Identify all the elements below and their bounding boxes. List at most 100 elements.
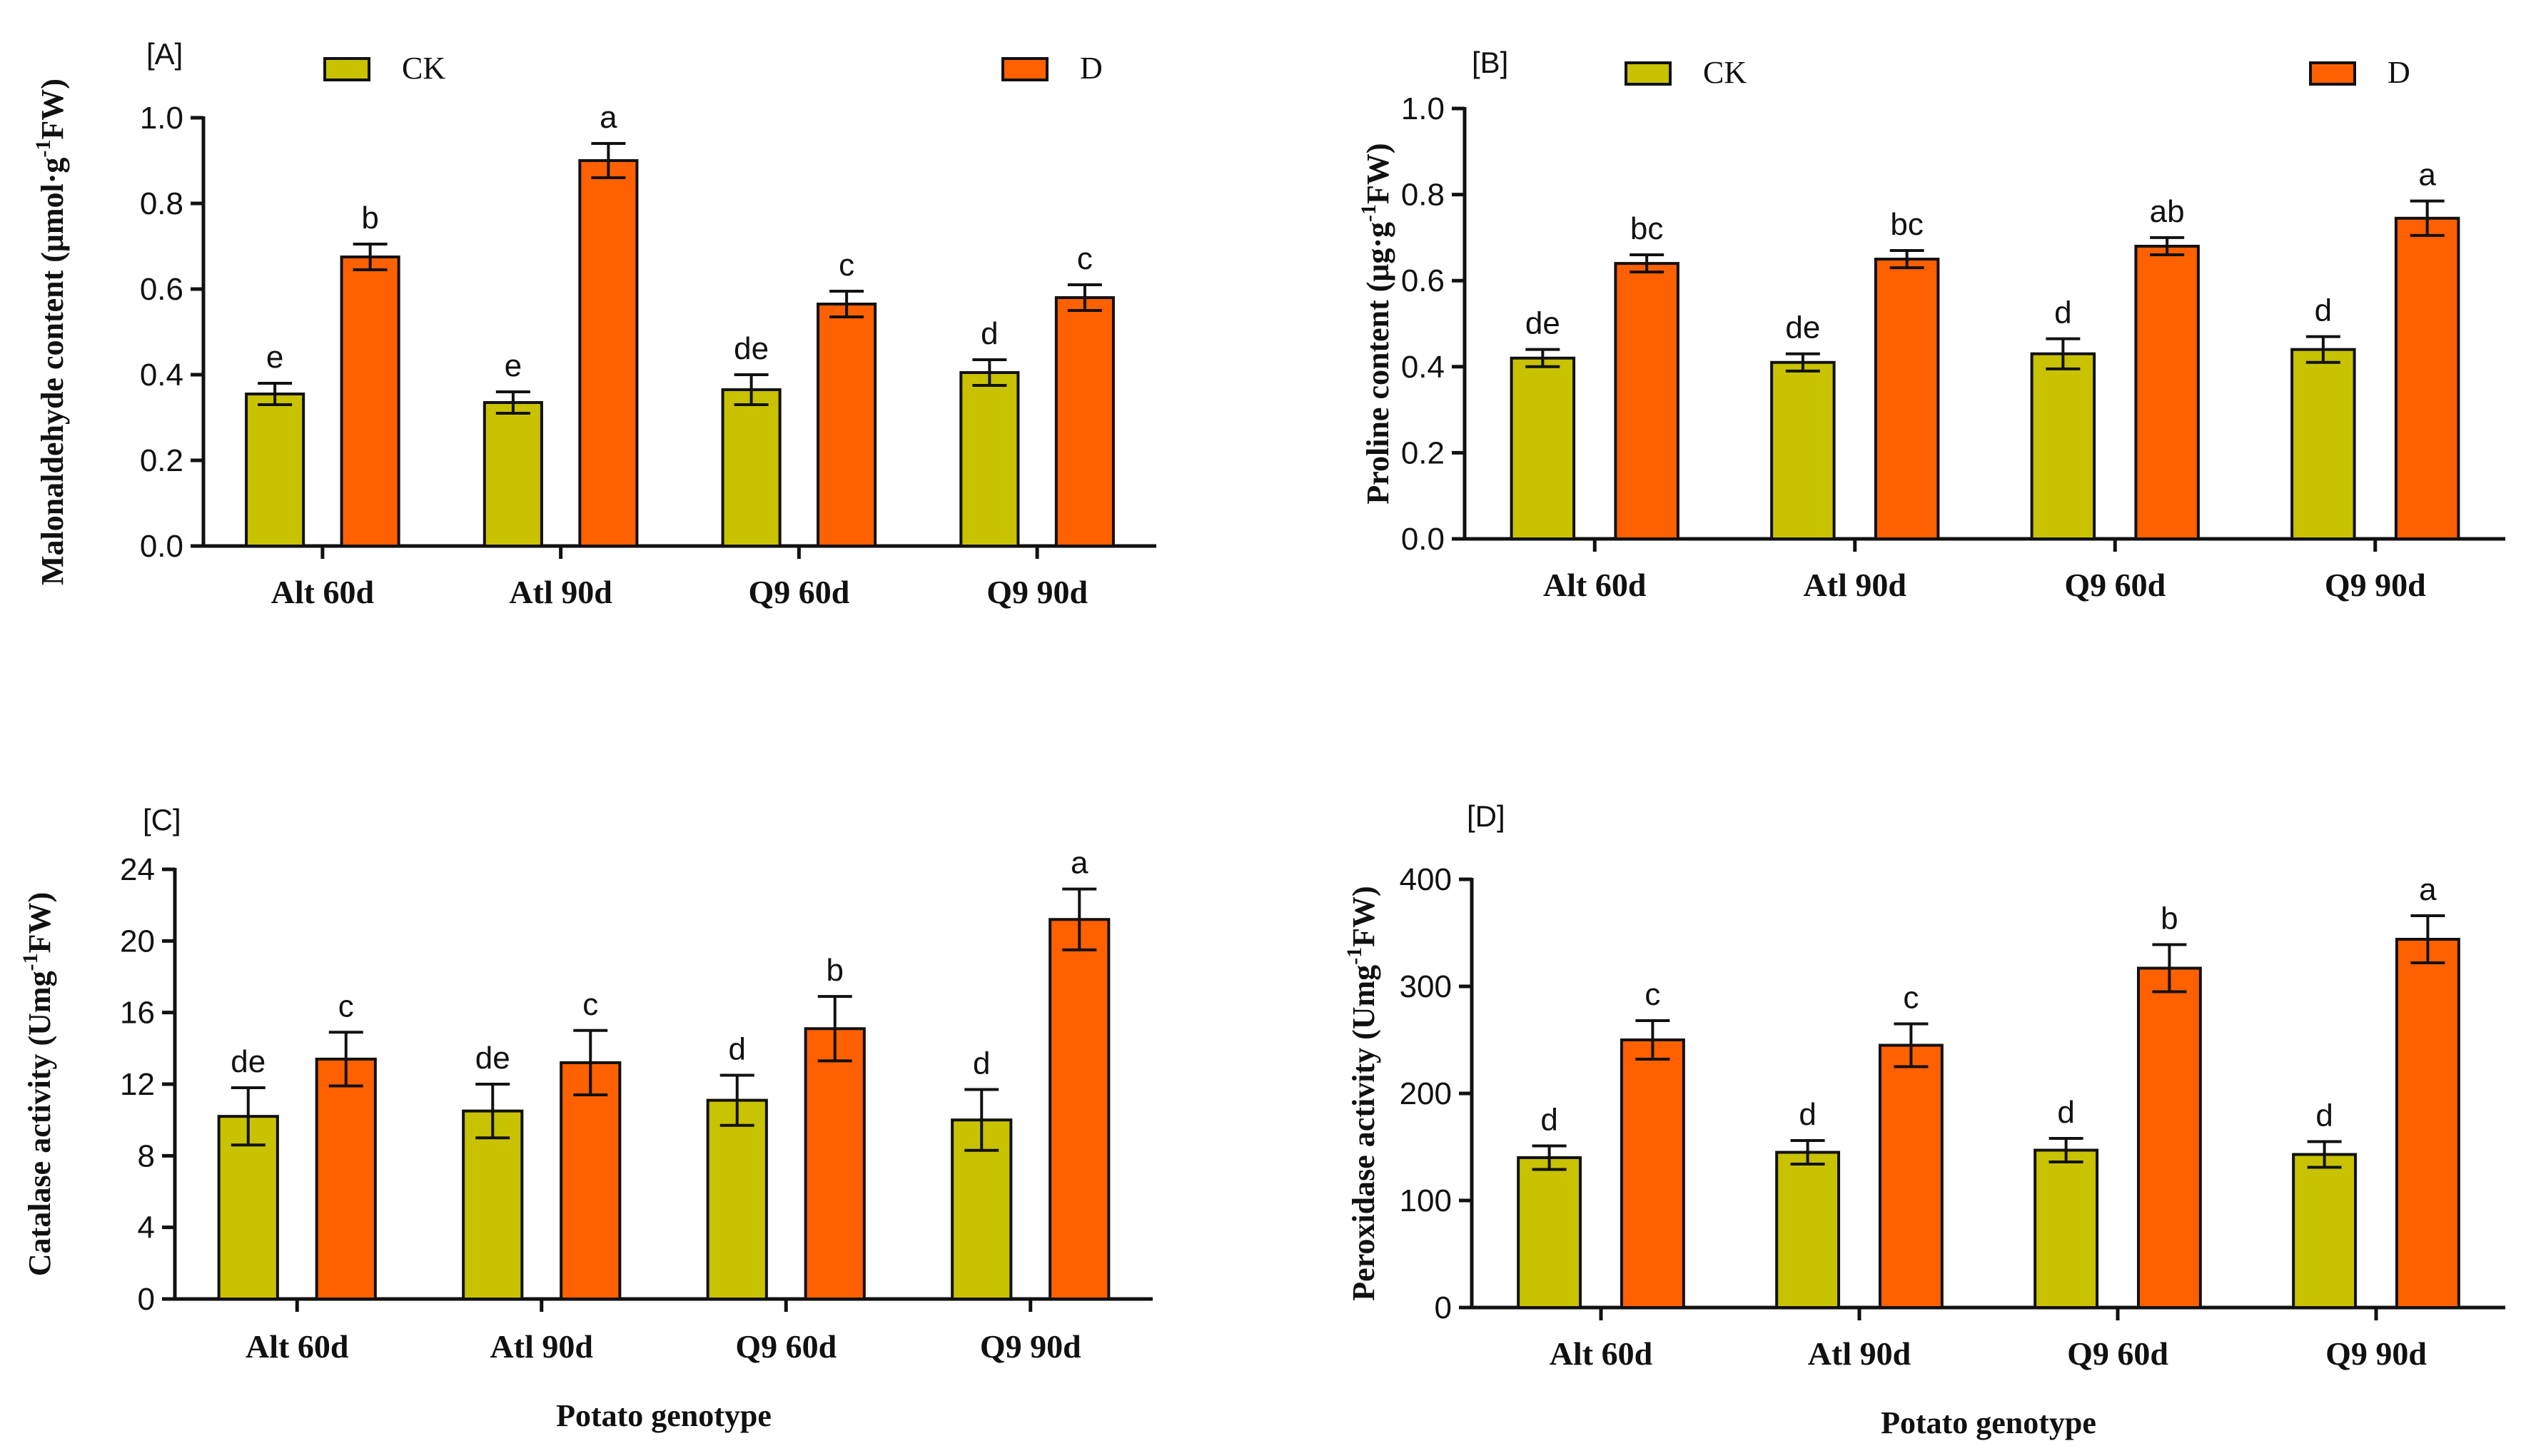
chart-panel-4: [D] 0 100 200 300 400 Alt 60d d c Atl 90d d c Q9 60d… <box>1343 799 2505 1440</box>
significance-label: b <box>2161 901 2178 936</box>
significance-label: e <box>266 340 283 375</box>
y-tick-label: 24 <box>120 852 155 887</box>
significance-label: d <box>2315 1098 2333 1133</box>
significance-label: de <box>231 1044 266 1079</box>
panel-label: [B] <box>1472 46 1508 79</box>
y-tick-label: 0.4 <box>1401 350 1445 385</box>
significance-label: d <box>973 1046 990 1081</box>
bar-ck <box>2034 1148 2099 1309</box>
bar-d <box>1049 918 1111 1300</box>
bar-ck <box>245 393 305 547</box>
significance-label: b <box>361 201 378 236</box>
significance-label: de <box>1525 306 1560 341</box>
x-tick-label: Q9 90d <box>980 1328 1081 1365</box>
significance-label: c <box>1645 977 1660 1012</box>
bar-ck <box>2290 348 2356 540</box>
bar-ck <box>462 1109 524 1300</box>
y-tick-label: 0 <box>138 1282 155 1317</box>
y-axis-title: Malonaldehyde content (μmol·g-1FW) <box>31 79 70 585</box>
x-tick-label: Alt 60d <box>246 1328 349 1365</box>
x-tick-label: Atl 90d <box>1808 1335 1911 1372</box>
x-tick-label: Q9 60d <box>2067 1335 2168 1372</box>
y-tick-label: 20 <box>120 924 155 959</box>
y-axis-title-text: Malonaldehyde content (μmol·g <box>35 158 70 585</box>
x-axis-title: Potato genotype <box>556 1398 772 1433</box>
y-tick-label: 16 <box>120 996 155 1031</box>
x-tick-label: Q9 90d <box>986 574 1088 610</box>
bar-ck <box>2030 352 2096 540</box>
significance-label: d <box>981 316 998 351</box>
legend-swatch-ck <box>323 57 370 81</box>
significance-label: bc <box>1890 207 1923 242</box>
significance-label: d <box>729 1031 746 1066</box>
y-axis-title-sup: -1 <box>31 140 55 158</box>
significance-label: a <box>2419 872 2437 907</box>
significance-label: ab <box>2150 194 2185 229</box>
y-axis-title-text: Proline content (μg·g <box>1360 222 1395 505</box>
significance-label: de <box>734 331 769 366</box>
bar-d <box>804 1027 866 1301</box>
y-axis-title-end: FW) <box>1360 143 1395 204</box>
bar-d <box>2136 966 2202 1309</box>
bar-d <box>2134 244 2200 540</box>
legend-label-d: D <box>1080 51 1103 86</box>
bar-ck <box>1510 356 1576 540</box>
bar-ck <box>2292 1153 2358 1309</box>
y-tick-label: 200 <box>1400 1076 1452 1111</box>
y-tick-label: 0.6 <box>140 272 183 307</box>
bar-d <box>1614 262 1679 540</box>
x-tick-label: Atl 90d <box>490 1328 594 1365</box>
y-tick-label: 0.4 <box>140 358 183 393</box>
significance-label: b <box>827 953 844 988</box>
significance-label: d <box>1799 1097 1816 1132</box>
significance-label: de <box>1785 310 1820 345</box>
x-tick-label: Q9 60d <box>748 574 849 610</box>
y-axis-title-text: Peroxidase activity (Umg <box>1346 965 1381 1301</box>
significance-label: c <box>839 248 854 283</box>
x-tick-label: Alt 60d <box>1550 1335 1653 1372</box>
significance-label: d <box>2054 295 2071 330</box>
x-tick-label: Alt 60d <box>1543 567 1647 603</box>
x-tick-label: Q9 60d <box>2064 567 2166 603</box>
x-tick-label: Atl 90d <box>509 574 612 610</box>
bar-ck <box>959 371 1020 547</box>
legend-label-ck: CK <box>1703 55 1747 90</box>
significance-label: c <box>338 989 354 1023</box>
legend-swatch-d <box>1001 57 1049 81</box>
significance-label: a <box>1071 846 1088 881</box>
significance-label: de <box>475 1041 510 1076</box>
bar-d <box>1620 1038 1685 1309</box>
chart-panel-2: [B] 0.0 0.2 0.4 0.6 0.8 1.0 Alt 60d de bc Atl 90d d… <box>1357 46 2505 603</box>
x-tick-label: Q9 90d <box>2325 567 2426 603</box>
y-axis-title-end: FW) <box>22 892 57 954</box>
y-tick-label: 1.0 <box>140 101 183 136</box>
y-tick-label: 0 <box>1435 1290 1452 1325</box>
x-axis-title: Potato genotype <box>1881 1405 2096 1440</box>
panel-label: [D] <box>1467 799 1505 833</box>
significance-label: c <box>582 987 598 1022</box>
bar-d <box>578 159 639 547</box>
y-tick-label: 0.2 <box>1401 435 1445 470</box>
bar-ck <box>1517 1156 1582 1309</box>
bar-d <box>1874 258 1940 540</box>
y-tick-label: 0.0 <box>1401 522 1445 557</box>
legend-label-ck: CK <box>402 51 445 86</box>
y-tick-label: 0.8 <box>140 186 183 221</box>
bar-d <box>315 1057 377 1300</box>
bar-ck <box>1770 360 1836 540</box>
y-tick-label: 12 <box>120 1067 155 1102</box>
y-axis-title-sup: -1 <box>1343 947 1366 965</box>
legend-swatch-ck <box>1625 61 1672 86</box>
bar-ck <box>1775 1151 1841 1309</box>
y-axis-title-sup: -1 <box>1357 204 1380 222</box>
significance-label: c <box>1077 241 1093 276</box>
significance-label: e <box>505 348 522 383</box>
bar-d <box>1054 296 1115 547</box>
y-axis-title-end: FW) <box>35 79 70 140</box>
chart-panel-3: [C] 0 4 8 12 16 20 24 Alt 60d de c Atl 90d de c Q9 60d… <box>19 803 1153 1433</box>
y-tick-label: 400 <box>1400 862 1452 897</box>
y-axis-title: Proline content (μg·g-1FW) <box>1357 143 1395 504</box>
y-axis-title: Catalase activity (Umg-1FW) <box>19 892 57 1276</box>
x-tick-label: Q9 90d <box>2325 1335 2427 1372</box>
